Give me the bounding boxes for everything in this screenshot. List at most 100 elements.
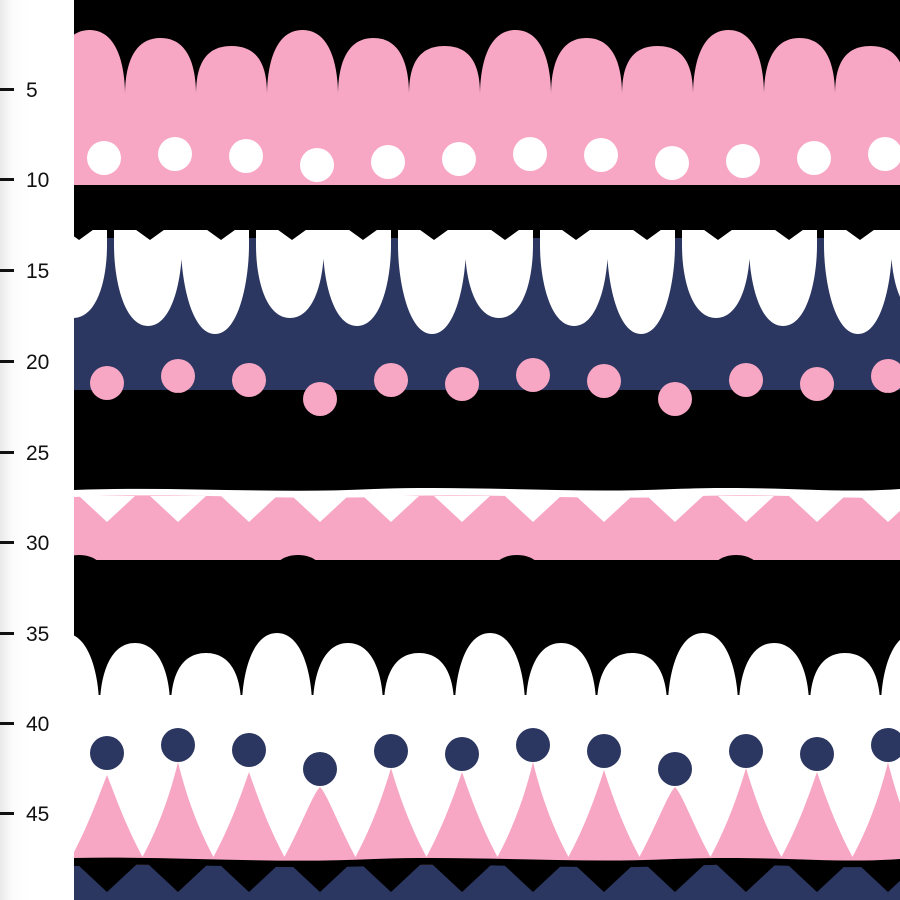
- white-notch: [79, 496, 135, 522]
- pink-dot: [90, 366, 124, 400]
- black-zigzag: [361, 864, 421, 892]
- diamond-tip: [700, 227, 736, 240]
- pink-triangle: [564, 770, 644, 865]
- white-scallop-up: [526, 643, 596, 705]
- black-scallop: [774, 567, 844, 630]
- black-scallop: [263, 555, 333, 630]
- white-notch: [860, 496, 900, 522]
- pink-triangle: [351, 768, 431, 865]
- ruler-tick-25: [0, 451, 14, 454]
- white-dot: [229, 139, 263, 173]
- black-triangle: [564, 400, 644, 495]
- white-scallop: [398, 230, 466, 334]
- black-scallop: [555, 567, 625, 630]
- pink-dot: [445, 367, 479, 401]
- white-scallop-up: [597, 653, 667, 705]
- black-triangle: [706, 398, 786, 495]
- white-notch: [576, 496, 632, 522]
- pink-scallop: [74, 30, 125, 110]
- black-scallop: [117, 567, 187, 630]
- white-scallop-up: [810, 653, 880, 705]
- pink-dot: [871, 359, 900, 393]
- diamond-tip: [345, 227, 381, 240]
- black-zigzag: [645, 864, 705, 892]
- ruler-tick-35: [0, 632, 14, 635]
- diamond-tip: [274, 227, 310, 240]
- navy-dot: [800, 737, 834, 771]
- band-backgrounds: [74, 0, 900, 900]
- white-scallop: [114, 230, 182, 326]
- ruler-label-5: 5: [26, 79, 38, 102]
- diamond-tip: [558, 227, 594, 240]
- black-zigzag: [787, 864, 847, 892]
- ruler-label-10: 10: [26, 169, 50, 192]
- pink-triangle: [493, 762, 573, 865]
- pink-triangle: [706, 768, 786, 865]
- ruler-label-25: 25: [26, 442, 50, 465]
- band-shapes: [74, 30, 900, 892]
- pink-scallop: [338, 38, 409, 110]
- white-scallop-up: [668, 633, 738, 705]
- navy-dot: [90, 736, 124, 770]
- pink-scallop: [196, 46, 267, 110]
- pink-scallop: [267, 30, 338, 110]
- ruler-label-40: 40: [26, 713, 50, 736]
- white-scallop: [323, 230, 391, 326]
- navy-dot: [587, 734, 621, 768]
- white-dot: [513, 137, 547, 171]
- pink-scallop: [693, 30, 764, 110]
- pink-scallop: [622, 46, 693, 110]
- navy-dot: [161, 728, 195, 762]
- white-dot: [797, 141, 831, 175]
- black-triangle: [280, 416, 360, 495]
- pink-dot: [516, 358, 550, 392]
- white-scallop-up: [100, 643, 170, 705]
- navy-dot: [303, 752, 337, 786]
- black-triangle: [635, 416, 715, 495]
- black-triangle: [848, 392, 900, 495]
- black-zigzag: [503, 864, 563, 892]
- black-triangle: [209, 400, 289, 495]
- measuring-ruler: 5 10 15 20 25 30 35 40 45: [0, 0, 74, 900]
- white-scallop: [749, 230, 817, 326]
- diamond-tip: [771, 227, 807, 240]
- white-scallop-up: [455, 633, 525, 705]
- white-scallop: [74, 230, 107, 318]
- ruler-tick-45: [0, 812, 14, 815]
- black-triangle: [493, 392, 573, 495]
- pink-dot: [303, 382, 337, 416]
- diamond-tip: [74, 227, 97, 240]
- pink-dot: [658, 382, 692, 416]
- pink-dot: [800, 367, 834, 401]
- white-scallop-up: [74, 635, 99, 705]
- white-notch: [221, 496, 277, 522]
- pink-dot: [587, 364, 621, 398]
- diamond-tip: [629, 227, 665, 240]
- ruler-tick-10: [0, 178, 14, 181]
- white-notch: [150, 496, 206, 522]
- white-notch: [789, 496, 845, 522]
- diamond-tip: [203, 227, 239, 240]
- white-scallop: [607, 230, 675, 334]
- diamond-tip: [842, 227, 878, 240]
- ruler-tick-20: [0, 360, 14, 363]
- black-triangle: [138, 392, 218, 495]
- black-scallop: [482, 555, 552, 630]
- white-notch: [363, 496, 419, 522]
- pink-dot: [161, 359, 195, 393]
- black-scallop: [409, 579, 479, 630]
- white-dot: [584, 138, 618, 172]
- navy-dot: [374, 734, 408, 768]
- white-notch: [647, 496, 703, 522]
- white-notch: [292, 496, 348, 522]
- pink-scallop: [480, 30, 551, 110]
- pink-triangle: [74, 775, 147, 865]
- white-scallop: [891, 230, 900, 297]
- white-scallop-up: [171, 653, 241, 705]
- white-scallop-up: [384, 653, 454, 705]
- black-scallop: [74, 555, 114, 630]
- pink-triangle: [209, 772, 289, 865]
- white-notch: [434, 496, 490, 522]
- black-zigzag: [574, 864, 634, 892]
- black-scallop: [190, 579, 260, 630]
